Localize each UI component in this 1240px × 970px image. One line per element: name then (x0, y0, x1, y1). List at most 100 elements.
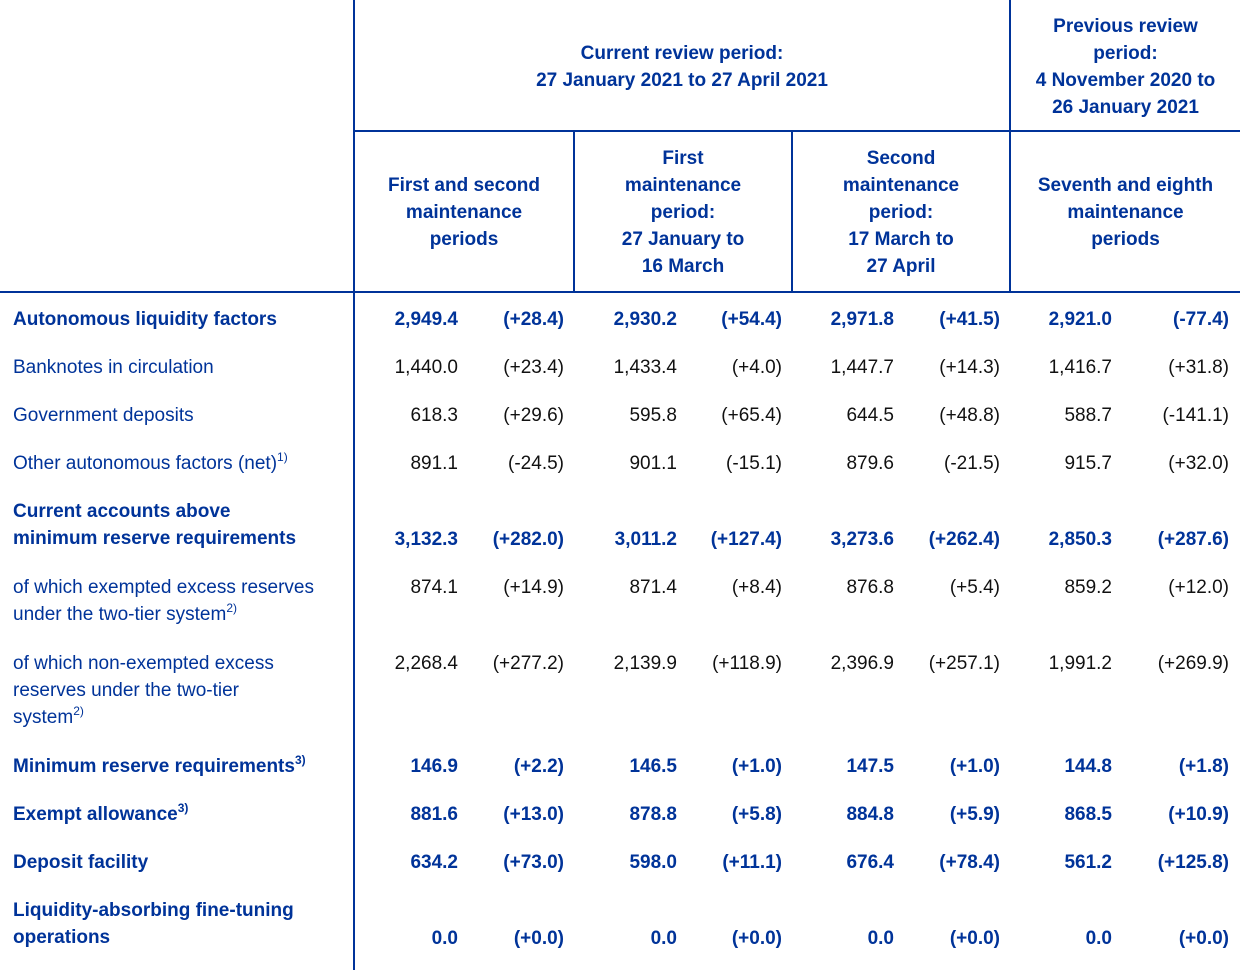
table-cell-change: (+0.0) (949, 928, 1000, 949)
row-label-line: Liquidity-absorbing fine-tuning (13, 900, 294, 921)
table-cell-change: (+262.4) (928, 529, 1000, 550)
subheader-line: 16 March (641, 256, 725, 277)
subheader-line: Second (866, 148, 936, 169)
subheader-line: First and second (387, 175, 541, 196)
row-label-line: Government deposits (13, 405, 194, 426)
table-cell-value: 0.0 (650, 928, 677, 949)
row-label-line: Banknotes in circulation (13, 357, 214, 378)
table-cell-change: (+31.8) (1168, 357, 1229, 378)
table-cell-value: 0.0 (867, 928, 894, 949)
row-label-line: under the two-tier system2) (13, 601, 237, 625)
subheader-line: maintenance (842, 175, 960, 196)
table-cell-value: 3,132.3 (394, 529, 458, 550)
table-cell-change: (+32.0) (1168, 453, 1229, 474)
table-cell-value: 0.0 (1085, 928, 1112, 949)
footnote-marker: 2) (73, 704, 84, 718)
table-cell-value: 2,139.9 (613, 653, 677, 674)
table-cell-change: (+269.9) (1157, 653, 1229, 674)
table-cell-value: 2,396.9 (830, 653, 894, 674)
table-cell-change: (+10.9) (1168, 804, 1229, 825)
row-label: Autonomous liquidity factors (13, 306, 277, 333)
table-cell-change: (+14.3) (939, 357, 1000, 378)
table-cell-change: (+4.0) (731, 357, 782, 378)
col-divider-left (353, 0, 355, 970)
subheader-first-period: First maintenance period: 27 January to … (575, 145, 791, 280)
table-cell-value: 2,971.8 (830, 309, 894, 330)
row-label: Deposit facility (13, 849, 148, 876)
table-cell-value: 3,011.2 (614, 529, 677, 550)
row-label-line: Other autonomous factors (net)1) (13, 450, 288, 474)
table-cell-value: 915.7 (1064, 453, 1112, 474)
table-cell-value: 868.5 (1064, 804, 1112, 825)
row-label: of which non-exempted excess reserves und… (13, 650, 274, 731)
table-cell-value: 2,921.0 (1048, 309, 1112, 330)
table-cell-change: (+5.4) (949, 577, 1000, 598)
row-label-line: Exempt allowance3) (13, 801, 189, 825)
col-divider-second-period (791, 131, 793, 293)
current-review-title: Current review period: (580, 43, 784, 64)
table-cell-change: (+73.0) (503, 852, 564, 873)
row-label: Other autonomous factors (net)1) (13, 450, 288, 477)
table-cell-value: 2,930.2 (613, 309, 677, 330)
col-divider-first-period (573, 131, 575, 293)
table-cell-value: 871.4 (629, 577, 677, 598)
row-label-line: of which non-exempted excess (13, 653, 274, 674)
table-cell-value: 588.7 (1064, 405, 1112, 426)
table-cell-value: 876.8 (846, 577, 894, 598)
table-cell-change: (-15.1) (726, 453, 782, 474)
subheader-line: Seventh and eighth (1037, 175, 1214, 196)
table-cell-value: 879.6 (846, 453, 894, 474)
table-cell-value: 561.2 (1064, 852, 1112, 873)
table-cell-value: 0.0 (431, 928, 458, 949)
subheader-line: 17 March to (848, 229, 954, 250)
subheader-first-and-second: First and second maintenance periods (355, 172, 573, 253)
table-cell-value: 2,268.4 (394, 653, 458, 674)
subheader-line: periods (429, 229, 499, 250)
table-cell-change: (+282.0) (492, 529, 564, 550)
table-cell-change: (+0.0) (1178, 928, 1229, 949)
table-cell-change: (-24.5) (508, 453, 564, 474)
subheader-line: First (662, 148, 704, 169)
footnote-marker: 3) (177, 801, 189, 815)
table-cell-value: 1,447.7 (830, 357, 894, 378)
row-label-line: minimum reserve requirements (13, 528, 297, 549)
row-label-line: Autonomous liquidity factors (13, 309, 277, 330)
table-cell-value: 881.6 (410, 804, 458, 825)
subheader-second-period: Second maintenance period: 17 March to 2… (793, 145, 1009, 280)
subheader-seventh-eighth: Seventh and eighth maintenance periods (1011, 172, 1240, 253)
table-cell-value: 146.5 (629, 756, 677, 777)
row-label: Liquidity-absorbing fine-tuning operation… (13, 897, 294, 951)
row-label-line: Deposit facility (13, 852, 149, 873)
table-cell-change: (+287.6) (1157, 529, 1229, 550)
previous-header-line: 26 January 2021 (1052, 97, 1199, 118)
table-cell-value: 1,416.7 (1048, 357, 1112, 378)
current-review-dates: 27 January 2021 to 27 April 2021 (536, 70, 828, 91)
footnote-marker: 1) (277, 450, 288, 464)
table-cell-change: (-141.1) (1162, 405, 1229, 426)
current-review-header: Current review period: 27 January 2021 t… (355, 40, 1009, 94)
table-cell-change: (+277.2) (492, 653, 564, 674)
previous-header-line: 4 November 2020 to (1035, 70, 1216, 91)
subheader-line: period: (868, 202, 934, 223)
row-label: Minimum reserve requirements3) (13, 753, 306, 780)
table-cell-value: 595.8 (629, 405, 677, 426)
table-cell-change: (-21.5) (944, 453, 1000, 474)
table-cell-value: 891.1 (410, 453, 458, 474)
row-label-line: reserves under the two-tier (13, 680, 239, 701)
col-divider-previous (1009, 0, 1011, 293)
table-cell-change: (+125.8) (1157, 852, 1229, 873)
row-label: Banknotes in circulation (13, 354, 214, 381)
row-label-line: of which exempted excess reserves (13, 577, 314, 598)
table-cell-change: (+2.2) (513, 756, 564, 777)
table-cell-change: (+28.4) (503, 309, 564, 330)
subheader-line: maintenance (405, 202, 523, 223)
table-cell-value: 884.8 (846, 804, 894, 825)
row-label: Exempt allowance3) (13, 801, 188, 828)
table-cell-change: (+1.0) (731, 756, 782, 777)
footnote-marker: 3) (294, 753, 306, 767)
table-cell-change: (+257.1) (928, 653, 1000, 674)
table-cell-value: 634.2 (410, 852, 458, 873)
row-label-line: Current accounts above (13, 501, 231, 522)
table-cell-change: (+11.1) (722, 852, 782, 873)
subheader-line: maintenance (1067, 202, 1184, 223)
